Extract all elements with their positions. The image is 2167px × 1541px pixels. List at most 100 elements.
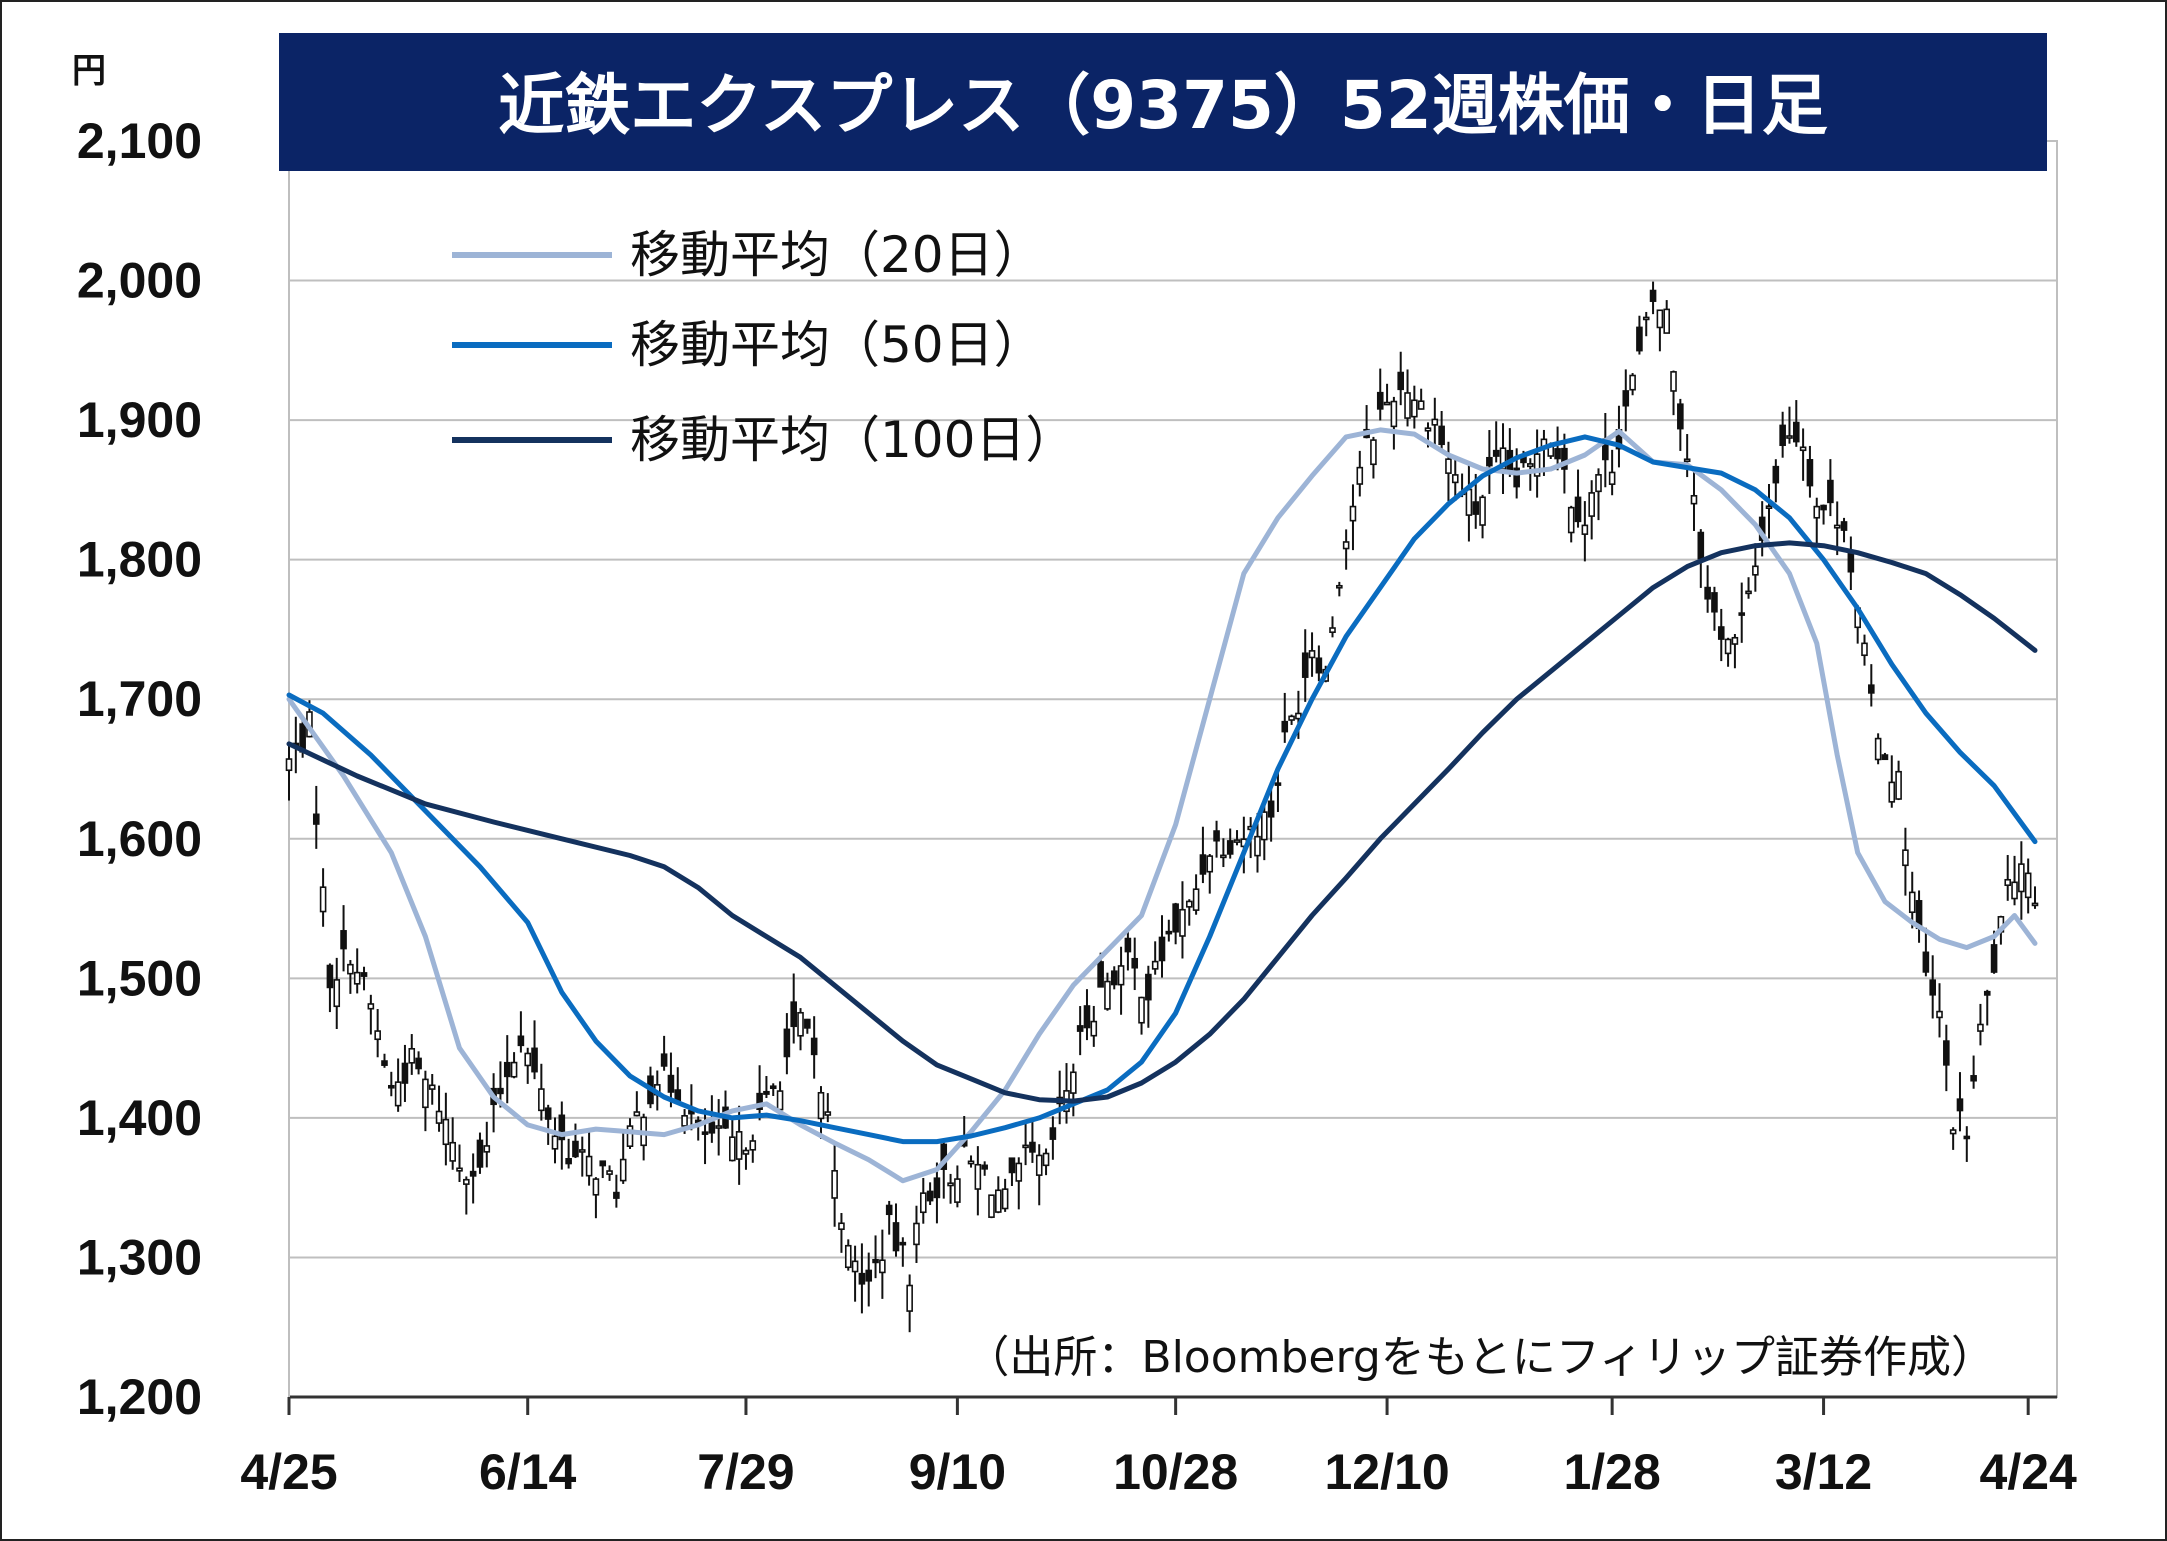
candle-body (1451, 474, 1459, 484)
candle-body (1929, 979, 1936, 996)
x-tick-label: 4/24 (1980, 1444, 2078, 1500)
candle-body (1083, 1005, 1091, 1029)
candle-body (1110, 970, 1118, 986)
candle-body (1008, 1157, 1016, 1174)
candle-body (1383, 401, 1391, 406)
x-tick-label: 3/12 (1775, 1444, 1872, 1500)
y-tick-label: 1,900 (77, 392, 202, 448)
candle-body (353, 971, 361, 985)
candle-body (1786, 435, 1793, 439)
candle-body (1090, 1020, 1098, 1037)
y-tick-label: 2,100 (77, 113, 202, 169)
candle-body (510, 1061, 518, 1078)
candle-body (497, 1087, 504, 1095)
candle-body (947, 1182, 954, 1187)
candle-body (1445, 458, 1452, 474)
candle-body (1949, 1129, 1957, 1135)
candle-body (735, 1131, 743, 1160)
x-tick-label: 1/28 (1563, 1444, 1660, 1500)
candle-body (633, 1111, 641, 1117)
y-tick-label: 1,400 (77, 1090, 202, 1146)
candle-body (2031, 902, 2039, 907)
candle-body (476, 1139, 484, 1168)
candle-body (729, 1136, 736, 1162)
candle-body (715, 1125, 722, 1129)
legend-label: 移動平均（100日） (630, 411, 1075, 469)
candle-body (1881, 754, 1889, 761)
candle-body (1342, 541, 1350, 550)
candle-body (531, 1047, 538, 1073)
candle-body (1813, 505, 1821, 519)
candle-body (1956, 1098, 1964, 1112)
candle-body (340, 930, 347, 950)
candle-body (763, 1090, 770, 1095)
candle-body (613, 1191, 620, 1199)
candle-body (463, 1178, 470, 1185)
y-tick-label: 1,200 (77, 1369, 202, 1425)
candle-body (1097, 961, 1104, 988)
candle-body (1567, 506, 1575, 534)
y-axis-unit: 円 (72, 51, 106, 91)
source-note: （出所：Bloombergをもとにフィリップ証券作成） (965, 1332, 1995, 1383)
candle-body (783, 1028, 791, 1058)
candle-body (1717, 626, 1725, 640)
ma-line-1 (286, 434, 2038, 1145)
candle-body (1226, 840, 1234, 855)
title-banner (279, 33, 2047, 171)
candle-body (1554, 448, 1561, 460)
candle-body (1820, 504, 1827, 511)
candle-body (1417, 400, 1425, 410)
candle-body (1622, 390, 1630, 407)
candle-body (797, 1011, 804, 1037)
candle-body (988, 1194, 995, 1218)
candle-body (551, 1135, 559, 1150)
candle-body (804, 1018, 811, 1029)
candle-body (538, 1088, 545, 1112)
candle-body (1772, 465, 1780, 484)
candle-body (1438, 425, 1445, 446)
candle-body (1533, 453, 1541, 477)
candle-body (1663, 308, 1671, 334)
candle-body (1390, 400, 1398, 428)
candle-body (1465, 488, 1473, 516)
candle-body (360, 972, 368, 977)
candle-body (1104, 980, 1111, 1010)
candle-body (1704, 586, 1711, 600)
candle-body (415, 1057, 422, 1070)
candle-body (790, 1001, 798, 1028)
candle-body (872, 1258, 879, 1264)
candle-body (1261, 811, 1268, 841)
candle-body (1868, 684, 1875, 694)
candle-body (838, 1222, 845, 1231)
candle-body (408, 1047, 416, 1064)
x-tick-label: 7/29 (697, 1444, 794, 1500)
candle-body (1254, 835, 1261, 857)
candle-body (865, 1269, 873, 1282)
candle-body (660, 1053, 668, 1067)
candle-body (1792, 421, 1800, 443)
candle-body (435, 1110, 443, 1124)
candle-body (1608, 471, 1616, 485)
candle-body (681, 1115, 688, 1127)
candle-body (626, 1125, 634, 1148)
candle-body (388, 1084, 395, 1089)
candle-body (1199, 854, 1207, 875)
candle-body (456, 1167, 463, 1172)
candle-body (1636, 326, 1643, 352)
candle-body (1049, 1127, 1057, 1140)
candle-body (824, 1111, 832, 1116)
candle-body (347, 963, 354, 975)
candle-body (1492, 449, 1500, 457)
candle-body (1963, 1135, 1971, 1140)
candle-body (449, 1141, 456, 1162)
candle-body (1888, 781, 1896, 803)
candle-body (967, 1160, 975, 1165)
candle-body (1397, 371, 1405, 391)
candle-body (1220, 854, 1227, 859)
candle-body (899, 1241, 907, 1246)
candle-body (1588, 492, 1595, 517)
candle-body (1486, 456, 1493, 467)
candle-body (995, 1189, 1002, 1213)
candle-body (1076, 1025, 1084, 1032)
candle-body (1731, 636, 1739, 645)
